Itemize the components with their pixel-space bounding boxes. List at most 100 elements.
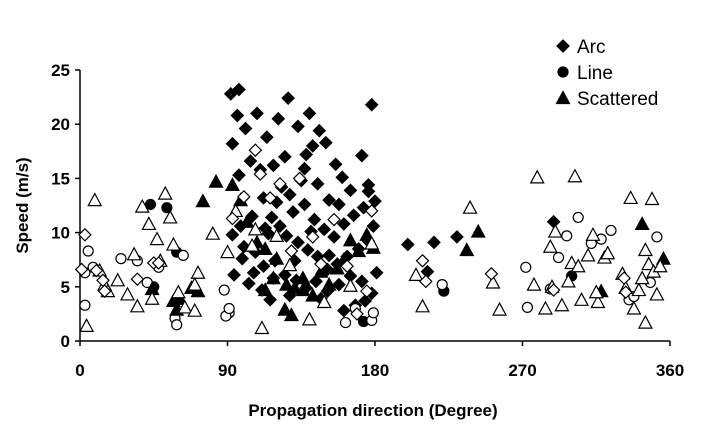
filled-diamond-point: [355, 274, 369, 289]
open-circle-point: [436, 279, 448, 291]
filled-triangle-point: [359, 227, 375, 241]
filled-diamond-point: [368, 194, 382, 209]
filled-diamond-point: [317, 222, 332, 237]
open-triangle-point: [590, 294, 606, 309]
open-triangle-point: [120, 286, 136, 301]
open-triangle-point: [87, 192, 103, 207]
x-tick-label: 180: [361, 361, 389, 380]
y-tick-label: 15: [51, 169, 70, 188]
filled-diamond-point: [322, 248, 336, 263]
filled-diamond-point: [259, 130, 274, 145]
open-triangle-point: [205, 225, 221, 240]
legend-triangle-marker: [555, 90, 571, 105]
filled-diamond-point: [312, 123, 327, 138]
open-diamond-point: [484, 266, 499, 281]
filled-triangle-point: [634, 216, 650, 231]
open-diamond-point: [74, 262, 89, 277]
y-axis-title: Speed (m/s): [13, 157, 32, 253]
filled-triangle-point: [313, 263, 329, 278]
filled-diamond-point: [271, 111, 286, 126]
open-triangle-point: [149, 231, 165, 246]
open-circle-point: [218, 284, 230, 296]
open-triangle-point: [588, 284, 604, 299]
open-triangle-point: [364, 235, 380, 250]
filled-diamond-point: [232, 82, 246, 97]
filled-diamond-point: [358, 294, 373, 308]
open-diamond-point: [292, 171, 307, 186]
filled-diamond-point: [282, 187, 297, 202]
y-tick-label: 20: [51, 115, 70, 134]
filled-diamond-point: [366, 219, 381, 233]
open-triangle-point: [567, 168, 583, 183]
x-ticks: 0 90 180 270 360: [75, 341, 684, 380]
filled-diamond-point: [337, 303, 351, 318]
open-triangle-point: [492, 301, 508, 316]
filled-diamond-point: [264, 210, 279, 225]
open-triangle-point: [547, 223, 563, 238]
open-diamond-point: [350, 307, 364, 321]
x-tick-label: 270: [508, 361, 536, 380]
open-circle-point: [82, 245, 94, 257]
filled-diamond-point: [364, 97, 379, 112]
open-diamond-point: [97, 284, 112, 298]
filled-diamond-point: [266, 158, 281, 173]
filled-diamond-point: [346, 208, 361, 223]
open-triangle-point: [573, 292, 590, 306]
x-tick-label: 360: [656, 361, 684, 380]
open-triangle-point: [462, 199, 478, 214]
filled-triangle-point: [342, 232, 358, 247]
filled-diamond-point: [343, 183, 358, 198]
open-diamond-point: [618, 285, 633, 300]
filled-triangle-point: [208, 173, 224, 188]
filled-triangle-point: [321, 276, 337, 291]
filled-diamond-point: [225, 227, 240, 242]
axes: 0 5 10 15 20 25 0 90 180 270 360: [51, 61, 684, 380]
open-triangle-point: [631, 282, 647, 297]
open-circle-point: [572, 211, 584, 224]
filled-triangle-point: [470, 223, 486, 238]
open-triangle-point: [190, 264, 206, 279]
filled-triangle-point: [269, 250, 285, 265]
filled-triangle-point: [329, 260, 345, 275]
filled-diamond-point: [235, 251, 250, 266]
filled-diamond-point: [420, 264, 435, 279]
open-triangle-point: [649, 286, 665, 301]
open-circle-point: [651, 231, 663, 243]
open-triangle-point: [157, 185, 173, 200]
open-triangle-point: [134, 198, 150, 213]
open-triangle-point: [170, 284, 186, 299]
open-circle-point: [115, 253, 127, 265]
filled-diamond-point: [369, 265, 384, 280]
filled-diamond-point: [302, 106, 317, 121]
open-circle-point: [79, 299, 91, 311]
y-tick-label: 5: [61, 278, 70, 297]
legend-label-scattered: Scattered: [577, 89, 658, 110]
open-triangle-point: [637, 314, 653, 329]
open-diamond-point: [273, 176, 287, 191]
filled-triangle-point: [277, 301, 293, 316]
filled-diamond-point: [322, 193, 336, 207]
open-diamond-point: [237, 189, 251, 204]
open-diamond-point: [340, 259, 354, 274]
filled-diamond-point: [297, 197, 312, 212]
filled-diamond-point: [258, 221, 273, 236]
filled-triangle-point: [283, 307, 299, 322]
open-triangle-point: [177, 299, 193, 314]
legend-label-arc: Arc: [577, 37, 606, 58]
open-diamond-point: [314, 257, 328, 271]
legend-diamond-marker: [556, 39, 570, 53]
open-diamond-point: [546, 283, 561, 297]
filled-diamond-point: [246, 265, 261, 280]
open-triangle-point: [626, 300, 642, 315]
open-triangle-point: [244, 237, 260, 252]
open-triangle-point: [570, 258, 586, 273]
open-triangle-point: [641, 256, 657, 271]
filled-diamond-point: [297, 161, 312, 176]
open-triangle-point: [269, 228, 285, 242]
open-triangle-point: [187, 276, 203, 291]
open-triangle-point: [187, 302, 203, 317]
x-tick-label: 0: [75, 361, 84, 380]
open-diamond-point: [78, 227, 92, 242]
open-circle-point: [521, 301, 534, 313]
open-circle-point: [561, 230, 573, 242]
